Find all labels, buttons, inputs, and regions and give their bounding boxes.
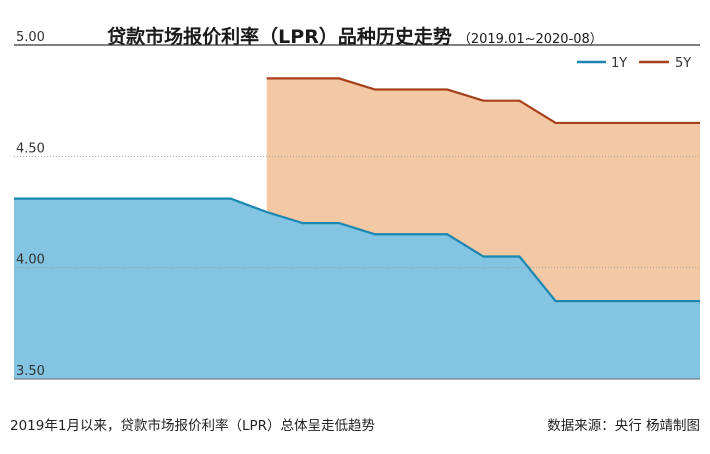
legend-5y-label: 5Y bbox=[675, 56, 691, 71]
chart-title-row: 贷款市场报价利率（LPR）品种历史走势 （2019.01~2020-08） bbox=[0, 22, 710, 48]
series-area-1y bbox=[14, 198, 700, 379]
series-line-1y bbox=[14, 197, 700, 303]
chart-title: 贷款市场报价利率（LPR）品种历史走势 bbox=[107, 26, 452, 48]
y-tick-label: 4.50 bbox=[16, 141, 45, 156]
series-line-5y bbox=[266, 77, 700, 125]
y-tick-label: 3.50 bbox=[16, 364, 45, 379]
y-tick-label: 5.00 bbox=[16, 30, 45, 45]
footer-note: 2019年1月以来，贷款市场报价利率（LPR）总体呈走低趋势 bbox=[10, 418, 375, 434]
y-tick-label: 4.00 bbox=[16, 253, 45, 268]
legend-1y-label: 1Y bbox=[611, 56, 627, 71]
footer-source: 数据来源：央行 杨靖制图 bbox=[547, 418, 700, 434]
chart-subtitle: （2019.01~2020-08） bbox=[457, 32, 603, 47]
